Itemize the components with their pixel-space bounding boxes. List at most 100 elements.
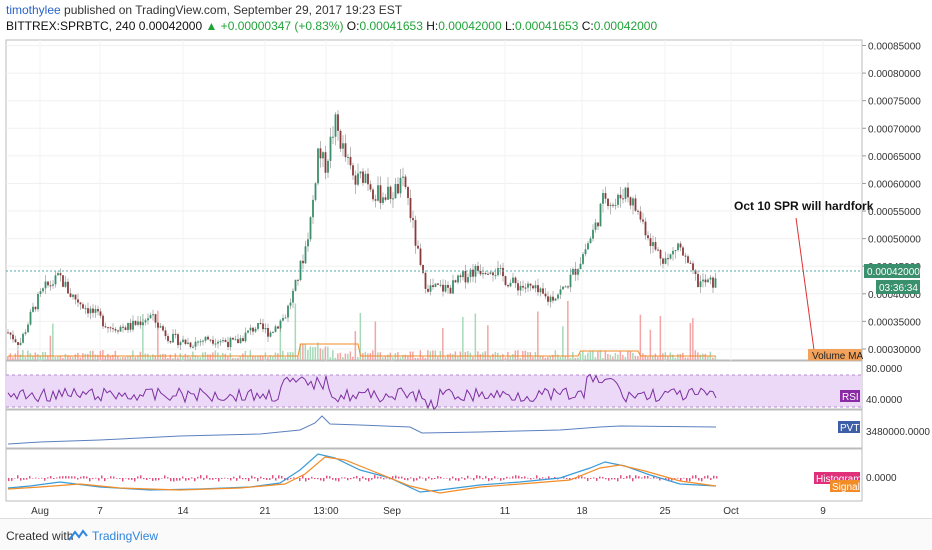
candle-body [312,199,314,218]
pvt-badge[interactable] [838,421,860,433]
candle-body [124,327,127,331]
histogram-bar [401,476,403,479]
candle-body [307,239,309,247]
signal-badge[interactable] [830,480,860,492]
volume-bar [97,354,99,360]
histogram-bar [281,475,283,479]
rsi-badge[interactable] [840,390,860,402]
histogram-bar [23,478,25,480]
histogram-bar [185,478,187,481]
histogram-bar [398,476,400,479]
candle-body [89,308,92,314]
candle-body [534,285,537,289]
candle-body [164,330,167,337]
volume-bar [172,357,174,360]
volume-bar [509,356,512,360]
candle-body [67,281,69,294]
candle-body [139,321,142,326]
candle-body [322,152,324,159]
histogram-bar [422,477,424,479]
candle-body [449,287,452,294]
candle-body [524,287,527,289]
annotation-text[interactable]: Oct 10 SPR will hardfork [734,199,874,213]
symbol-label[interactable]: BITTREX:SPRBTC, 240 [6,19,136,33]
volume-bar [69,356,72,360]
candle-body [567,286,569,288]
histogram-bar [515,475,517,479]
volume-bar [542,355,544,360]
candle-body [642,219,644,222]
candle-body [257,322,259,329]
histogram-bar [377,476,379,479]
rsi-tick-40: 40.0000 [866,395,903,406]
tradingview-brand[interactable]: TradingView [92,529,159,543]
volume-bar [574,357,577,360]
volume-bar [607,353,609,360]
candle-body [412,218,414,221]
candle-body [129,322,132,330]
volume-bar [634,355,637,360]
candle-body [222,340,224,342]
histogram-bar [689,478,691,482]
volume-bar [472,356,474,360]
volume-bar [662,353,664,360]
author-link[interactable]: timothylee [6,3,61,17]
candle-body [584,249,587,255]
volume-bar [612,356,614,360]
candle-body [552,296,554,301]
candle-body [702,279,704,282]
price-pane[interactable] [5,39,863,361]
macd-pane[interactable] [5,448,863,502]
volume-bar [299,343,302,360]
volume-bar [624,356,627,360]
volume-bar [152,354,154,360]
volume-ma-badge[interactable] [808,349,862,361]
volume-bar [14,353,17,360]
candle-body [132,320,134,330]
candle-body [12,334,14,340]
tradingview-logo-icon[interactable] [68,528,88,542]
candle-body [272,331,274,333]
candle-body [259,322,262,324]
time-tick-label: Sep [383,506,401,517]
histogram-bar [530,478,532,480]
volume-bar [339,352,342,360]
last-price: 0.00042000 [138,19,203,33]
volume-bar [684,357,687,360]
candle-body [274,326,277,332]
histogram-bar [74,476,76,479]
candle-body [457,275,459,283]
volume-bar [249,350,252,360]
chart-area[interactable]: Oct 10 SPR will hardfork 0.00085000 0.000… [0,38,932,518]
volume-bar [112,354,114,360]
time-axis[interactable]: Aug 7 14 21 13:00 Sep 11 18 25 Oct 9 [31,506,826,517]
histogram-bar [314,478,316,480]
volume-bar [197,355,199,360]
candle-body [507,285,509,287]
volume-bar [452,354,454,360]
volume-bar [37,354,39,360]
histogram-bar [56,477,58,479]
histogram-bar [695,475,697,479]
candle-body [669,254,672,259]
candle-body [712,277,714,288]
price-tick-label: 0.00065000 [868,152,921,163]
volume-bar [149,356,152,360]
volume-bar [79,357,82,360]
candle-body [459,275,462,278]
candle-body [682,247,684,256]
volume-bar [259,355,262,360]
volume-bar [404,354,407,360]
volume-bar [617,354,619,360]
candle-body [109,327,112,329]
candle-body [557,294,559,299]
volume-bar [337,353,339,360]
candle-body [159,326,162,328]
histogram-bar [536,475,538,479]
pvt-pane[interactable] [5,409,863,449]
histogram-bar [230,478,232,481]
volume-bar [644,355,647,360]
candle-body [59,273,62,276]
volume-bar [704,353,707,360]
histogram-bar [305,478,307,482]
